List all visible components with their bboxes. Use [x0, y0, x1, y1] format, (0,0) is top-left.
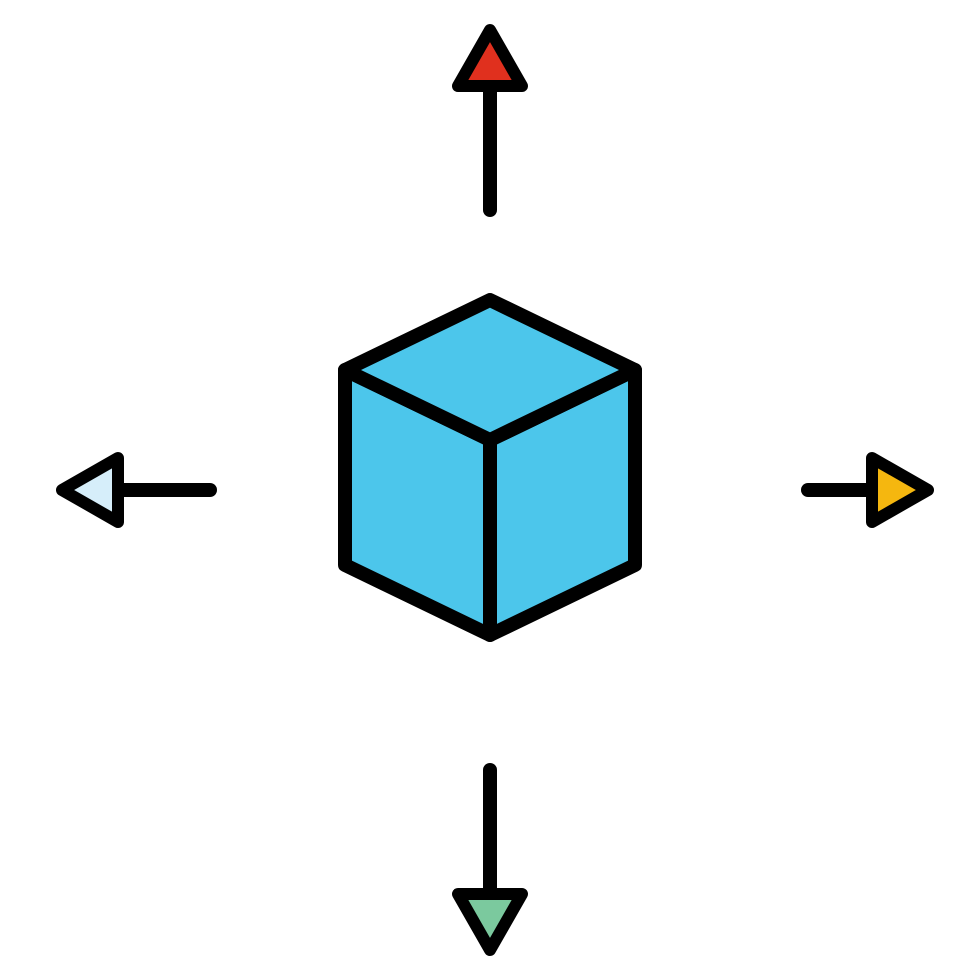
arrow-right-icon [808, 458, 928, 522]
arrow-up-head [458, 30, 522, 86]
cube-icon [345, 300, 635, 635]
arrow-up-icon [458, 30, 522, 210]
arrow-down-head [458, 894, 522, 950]
arrow-left-head [62, 458, 118, 522]
cube-arrows-diagram [0, 0, 980, 980]
arrow-left-icon [62, 458, 210, 522]
arrow-right-head [872, 458, 928, 522]
arrow-down-icon [458, 770, 522, 950]
